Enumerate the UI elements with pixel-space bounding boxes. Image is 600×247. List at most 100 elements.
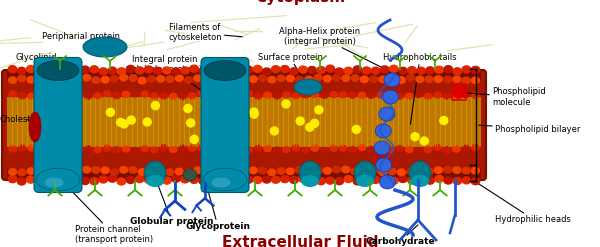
Ellipse shape xyxy=(452,93,460,99)
Ellipse shape xyxy=(203,167,211,173)
Ellipse shape xyxy=(37,147,45,153)
Ellipse shape xyxy=(299,161,321,185)
Ellipse shape xyxy=(122,91,130,97)
Ellipse shape xyxy=(353,66,362,73)
Ellipse shape xyxy=(264,145,271,151)
Ellipse shape xyxy=(379,76,387,82)
Text: Integral protein
(globular protein): Integral protein (globular protein) xyxy=(128,55,223,105)
Ellipse shape xyxy=(332,166,341,173)
Circle shape xyxy=(143,118,151,126)
Ellipse shape xyxy=(81,66,89,73)
Circle shape xyxy=(203,102,212,110)
Ellipse shape xyxy=(113,146,121,152)
Ellipse shape xyxy=(472,145,479,151)
Circle shape xyxy=(453,86,465,98)
Ellipse shape xyxy=(396,145,404,151)
Ellipse shape xyxy=(434,92,441,98)
Ellipse shape xyxy=(148,76,155,82)
Ellipse shape xyxy=(398,67,407,74)
Circle shape xyxy=(208,121,215,129)
Text: Cholesterol: Cholesterol xyxy=(0,115,48,124)
Bar xyxy=(7,97,481,147)
Ellipse shape xyxy=(397,77,406,83)
Ellipse shape xyxy=(268,76,276,83)
Ellipse shape xyxy=(254,145,262,151)
Ellipse shape xyxy=(122,146,130,152)
Circle shape xyxy=(184,104,192,112)
Ellipse shape xyxy=(376,158,392,172)
Ellipse shape xyxy=(46,77,53,84)
Ellipse shape xyxy=(131,147,139,153)
Ellipse shape xyxy=(17,178,26,185)
Circle shape xyxy=(250,110,258,118)
Ellipse shape xyxy=(226,177,235,184)
Ellipse shape xyxy=(44,178,64,187)
Ellipse shape xyxy=(361,168,368,175)
Ellipse shape xyxy=(371,67,380,74)
Ellipse shape xyxy=(344,67,353,74)
Ellipse shape xyxy=(380,176,389,183)
Ellipse shape xyxy=(163,67,171,74)
Ellipse shape xyxy=(368,146,375,152)
Text: Phospholipid
molecule: Phospholipid molecule xyxy=(457,87,546,107)
Ellipse shape xyxy=(435,175,443,182)
Ellipse shape xyxy=(190,65,199,72)
Ellipse shape xyxy=(138,169,146,175)
Ellipse shape xyxy=(47,146,54,153)
Ellipse shape xyxy=(453,76,461,82)
Text: Glycoprotein: Glycoprotein xyxy=(185,183,251,231)
Circle shape xyxy=(220,124,228,132)
Ellipse shape xyxy=(236,145,243,151)
Ellipse shape xyxy=(396,93,404,99)
Ellipse shape xyxy=(175,75,183,82)
Ellipse shape xyxy=(281,65,289,73)
Ellipse shape xyxy=(386,93,394,99)
Ellipse shape xyxy=(349,146,356,152)
Ellipse shape xyxy=(35,65,44,72)
Ellipse shape xyxy=(64,75,72,81)
Ellipse shape xyxy=(332,74,341,81)
Circle shape xyxy=(127,116,135,124)
Text: Alpha-Helix protein
(integral protein): Alpha-Helix protein (integral protein) xyxy=(280,27,385,69)
Ellipse shape xyxy=(221,168,229,175)
Ellipse shape xyxy=(353,178,362,185)
Ellipse shape xyxy=(311,145,319,151)
Ellipse shape xyxy=(351,75,359,81)
Ellipse shape xyxy=(462,177,470,184)
Ellipse shape xyxy=(63,177,71,185)
Ellipse shape xyxy=(53,67,62,74)
Ellipse shape xyxy=(379,175,395,189)
Ellipse shape xyxy=(73,168,82,174)
Ellipse shape xyxy=(204,61,246,81)
Text: Globular protein: Globular protein xyxy=(130,180,214,226)
Ellipse shape xyxy=(407,168,415,175)
Circle shape xyxy=(241,135,248,143)
Ellipse shape xyxy=(108,67,116,74)
Text: Filaments of
cytoskeleton: Filaments of cytoskeleton xyxy=(168,23,242,42)
Ellipse shape xyxy=(160,93,167,99)
Ellipse shape xyxy=(28,93,35,99)
Ellipse shape xyxy=(244,66,253,73)
Ellipse shape xyxy=(371,176,380,183)
Ellipse shape xyxy=(28,145,35,151)
Ellipse shape xyxy=(163,177,171,184)
Ellipse shape xyxy=(415,147,422,153)
Ellipse shape xyxy=(386,146,394,152)
Ellipse shape xyxy=(326,177,334,184)
Ellipse shape xyxy=(301,175,319,187)
Ellipse shape xyxy=(462,66,470,73)
Ellipse shape xyxy=(342,166,350,173)
Ellipse shape xyxy=(434,144,441,150)
Ellipse shape xyxy=(47,93,54,99)
Ellipse shape xyxy=(194,75,202,82)
Ellipse shape xyxy=(166,76,174,82)
Ellipse shape xyxy=(27,168,35,174)
Ellipse shape xyxy=(426,177,434,184)
Ellipse shape xyxy=(37,92,45,98)
Circle shape xyxy=(190,135,198,143)
Ellipse shape xyxy=(188,93,196,99)
Bar xyxy=(452,84,466,100)
Ellipse shape xyxy=(370,167,377,173)
Ellipse shape xyxy=(157,169,165,176)
Ellipse shape xyxy=(208,67,217,74)
